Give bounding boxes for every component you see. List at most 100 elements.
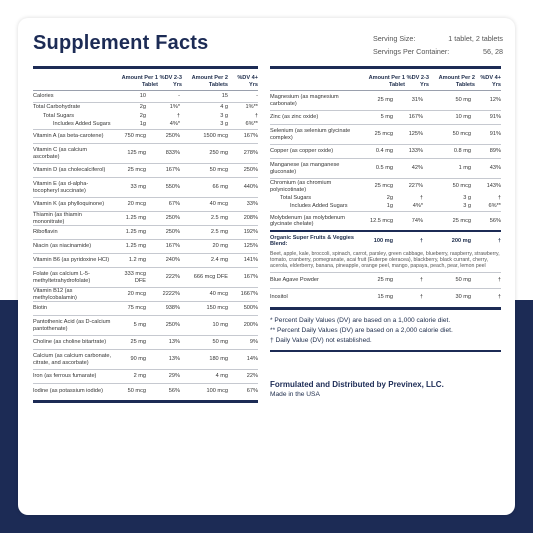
header-amount-2: Amount Per 2 Tablets xyxy=(438,75,475,88)
dv-1: 250% xyxy=(165,229,180,236)
amount-1: 1g xyxy=(386,203,393,210)
dv-1: 125% xyxy=(408,131,423,138)
dv-1: 167% xyxy=(165,167,180,174)
amount-2: 1500 mcg xyxy=(203,133,228,140)
amount-2: 20 mg xyxy=(212,243,228,250)
dv-2: 278% xyxy=(243,150,258,157)
dv-1: 74% xyxy=(411,217,423,224)
dv-2: 167% xyxy=(243,133,258,140)
nutrient-row: Vitamin D (as cholecalciferol) 25 mcg 167%… xyxy=(33,164,258,178)
amount-1: 20 mcg xyxy=(127,201,146,208)
nutrient-row: Manganese (as manganese gluconate) 0.5 mg… xyxy=(270,159,501,179)
dv-2: 43% xyxy=(489,165,501,172)
nutrient-row: Vitamin C (as calcium ascorbate) 125 mg 83… xyxy=(33,144,258,164)
amount-1: 0.4 mg xyxy=(375,148,393,155)
amount-1: 125 mg xyxy=(127,150,146,157)
dv-2: 12% xyxy=(489,97,501,104)
nutrient-row: Includes Added Sugars 1g 4%* 3 g 6%** xyxy=(270,202,501,212)
nutrient-row: Copper (as copper oxide) 0.4 mg 133% 0.8 mg… xyxy=(270,145,501,159)
amount-2: 4 g xyxy=(220,104,228,111)
amount-1: 25 mcg xyxy=(374,131,393,138)
nutrient-row: Iodine (as potassium iodide) 50 mcg 56% 100… xyxy=(33,384,258,398)
nutrient-name: Zinc (as zinc oxide) xyxy=(270,114,319,121)
amount-1: 0.5 mg xyxy=(375,165,393,172)
amount-2: 10 mg xyxy=(212,322,228,329)
dv-2: 67% xyxy=(246,387,258,394)
amount-2: 50 mcg xyxy=(452,183,471,190)
dv-2: † xyxy=(497,194,501,201)
nutrient-row: Calories 10 - 15 - xyxy=(33,91,258,103)
dv-2: 14% xyxy=(246,356,258,363)
notes-bar xyxy=(270,350,501,352)
nutrient-row: Niacin (as niacinamide) 1.25 mg 167% 20 mg 1… xyxy=(33,240,258,254)
amount-1: 1.25 mg xyxy=(125,229,146,236)
nutrient-name: Copper (as copper oxide) xyxy=(270,148,334,155)
dv-1: † xyxy=(419,277,423,284)
dv-2: 6%** xyxy=(488,203,501,210)
header-dv-1: %DV 2-3 Yrs xyxy=(159,75,182,88)
dv-1: 250% xyxy=(165,215,180,222)
header-amount-2: Amount Per 2 Tablets xyxy=(191,75,228,88)
servings-per-container-label: Servings Per Container: xyxy=(373,47,450,56)
nutrient-name: Pantothenic Acid (as D-calcium pantothen… xyxy=(33,319,111,332)
header-dv-2: %DV 4+ Yrs xyxy=(237,75,258,88)
nutrient-row: Includes Added Sugars 1g 4%* 3 g 6%** xyxy=(33,120,258,130)
dv-1: 222% xyxy=(165,274,180,281)
amount-1: 333 mcg DFE xyxy=(124,271,146,284)
servings-per-container-row: Servings Per Container: 56, 28 xyxy=(373,45,503,58)
header-bar xyxy=(33,66,258,69)
dv-1: 67% xyxy=(168,201,180,208)
nutrient-name: Vitamin C (as calcium ascorbate) xyxy=(33,147,87,160)
amount-1: 25 mg xyxy=(377,97,393,104)
footnote: ** Percent Daily Values (DV) are based o… xyxy=(270,327,453,334)
amount-2: 2.5 mg xyxy=(210,215,228,222)
amount-2: 50 mcg xyxy=(452,131,471,138)
amount-2: 100 mcg xyxy=(206,387,228,394)
footer-bar xyxy=(270,307,501,310)
amount-1: 1.2 mg xyxy=(128,257,146,264)
amount-1: 15 mg xyxy=(377,293,393,300)
nutrient-name: Magnesium (as magnesium carbonate) xyxy=(270,94,339,107)
amount-1: 100 mg xyxy=(373,237,393,244)
amount-1: 25 mcg xyxy=(374,183,393,190)
dv-1: 133% xyxy=(408,148,423,155)
nutrient-row: Iron (as ferrous fumarate) 2 mg 29% 4 mg 22% xyxy=(33,370,258,384)
amount-2: 66 mg xyxy=(212,184,228,191)
dv-1: 167% xyxy=(408,114,423,121)
nutrient-row: Vitamin K (as phylloquinone) 20 mcg 67% 40 … xyxy=(33,198,258,212)
nutrient-name: Niacin (as niacinamide) xyxy=(33,243,92,250)
nutrient-row: Zinc (as zinc oxide) 5 mg 167% 10 mg 91% xyxy=(270,111,501,125)
dv-1: 227% xyxy=(408,183,423,190)
dv-1: 4%* xyxy=(412,203,423,210)
amount-2: 150 mcg xyxy=(206,305,228,312)
nutrient-name: Organic Super Fruits & Veggies Blend: xyxy=(270,234,354,247)
dv-2: † xyxy=(497,277,501,284)
country-of-origin: Made in the USA xyxy=(270,391,320,398)
header-amount-1: Amount Per 1 Tablet xyxy=(368,75,405,88)
amount-2: 250 mg xyxy=(209,150,228,157)
dv-2: 56% xyxy=(489,217,501,224)
amount-2: 666 mcg DFE xyxy=(193,274,228,281)
dv-2: 143% xyxy=(486,183,501,190)
nutrient-row: Chromium (as chromium polynicotinate) 25 … xyxy=(270,179,501,194)
page-title: Supplement Facts xyxy=(33,32,209,54)
left-facts-column: Amount Per 1 Tablet %DV 2-3 Yrs Amount P… xyxy=(33,66,258,403)
right-rows-extra: Blue Agave Powder 25 mg † 50 mg † Inositol 15 … xyxy=(270,273,501,305)
nutrient-row: Thiamin (as thiamin mononitrate) 1.25 mg 2… xyxy=(33,212,258,226)
nutrient-name: Blue Agave Powder xyxy=(270,277,319,284)
nutrient-row: Folate (as calcium L-5-methyltetrahydrof… xyxy=(33,268,258,288)
dv-1: † xyxy=(419,237,423,244)
dv-2: - xyxy=(256,93,258,100)
dv-1: 833% xyxy=(165,150,180,157)
dv-1: † xyxy=(176,112,180,119)
dv-1: 250% xyxy=(165,133,180,140)
amount-2: 180 mg xyxy=(209,356,228,363)
amount-1: 25 mg xyxy=(130,339,146,346)
serving-size-row: Serving Size: 1 tablet, 2 tablets xyxy=(373,32,503,45)
nutrient-name: Vitamin B12 (as methylcobalamin) xyxy=(33,288,77,301)
amount-2: 50 mg xyxy=(455,277,471,284)
dv-1: 4%* xyxy=(169,121,180,128)
amount-2: 50 mg xyxy=(212,339,228,346)
amount-2: 50 mg xyxy=(455,97,471,104)
dv-2: † xyxy=(254,112,258,119)
